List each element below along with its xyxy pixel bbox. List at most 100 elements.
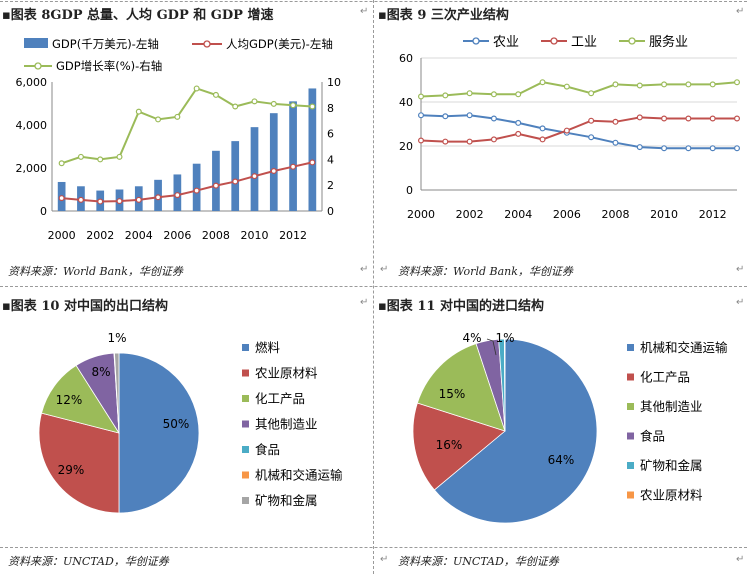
chart10-source: 资料来源：UNCTAD，华创证券	[8, 555, 169, 568]
import-legend-label: 农业原材料	[640, 488, 703, 503]
per-capita-point	[212, 182, 219, 189]
gdp-right-tick: 2	[327, 179, 334, 192]
growth-point	[309, 103, 316, 110]
gdp-x-tick: 2012	[279, 229, 307, 242]
industry-point	[442, 92, 449, 99]
import-data-label: 4%	[462, 331, 481, 345]
per-capita-point	[77, 196, 84, 203]
industry-point	[685, 115, 692, 122]
gdp-right-tick: 4	[327, 153, 334, 166]
industry-x-tick: 2002	[456, 208, 484, 221]
industry-point	[515, 91, 522, 98]
svg-text:↵: ↵	[360, 6, 368, 17]
gdp-left-tick: 2,000	[16, 162, 48, 175]
gdp-left-tick: 4,000	[16, 119, 48, 132]
industry-point	[685, 145, 692, 152]
per-capita-point	[290, 163, 297, 170]
industry-point	[442, 138, 449, 145]
industry-y-tick: 40	[399, 96, 413, 109]
gdp-x-tick: 2008	[202, 229, 230, 242]
industry-point	[685, 81, 692, 88]
growth-point	[155, 116, 162, 123]
industry-point	[734, 145, 741, 152]
svg-text:↵: ↵	[736, 6, 744, 17]
svg-text:↵: ↵	[736, 264, 744, 275]
gdp-per-capita-line	[61, 161, 313, 203]
gdp-x-tick: 2004	[125, 229, 153, 242]
industry-legend-marker	[628, 37, 636, 45]
industry-y-tick: 20	[399, 140, 413, 153]
legend-marker-per-capita	[203, 40, 211, 48]
industry-point	[466, 112, 473, 119]
chart11-source: 资料来源：UNCTAD，华创证券	[398, 555, 559, 568]
gdp-bar	[192, 163, 201, 211]
per-capita-point	[116, 198, 123, 205]
import-slice	[433, 338, 598, 524]
per-capita-point	[232, 178, 239, 185]
export-data-label: 12%	[56, 393, 83, 407]
gdp-x-tick: 2002	[86, 229, 114, 242]
export-legend-label: 其他制造业	[255, 417, 318, 432]
export-legend-swatch	[242, 420, 249, 428]
export-slice	[114, 352, 120, 434]
gdp-x-tick: 2010	[241, 229, 269, 242]
gdp-bar	[231, 141, 240, 211]
export-legend-swatch	[242, 344, 249, 351]
export-legend-label: 农业原材料	[255, 366, 318, 381]
import-legend-label: 机械和交通运输	[640, 340, 728, 355]
industry-point	[417, 137, 424, 144]
import-legend-swatch	[627, 373, 634, 381]
import-legend-swatch	[627, 491, 634, 499]
import-legend-swatch	[627, 462, 634, 469]
import-legend-swatch	[627, 344, 634, 351]
per-capita-point	[251, 173, 258, 180]
industry-point	[539, 136, 546, 143]
industry-y-tick: 60	[399, 52, 413, 65]
chart8-source: 资料来源：World Bank，华创证券	[8, 265, 183, 278]
vertical-divider	[373, 0, 374, 574]
per-capita-point	[193, 187, 200, 194]
export-data-label: 1%	[107, 331, 126, 345]
import-legend-swatch	[627, 432, 634, 440]
growth-point	[116, 153, 123, 160]
legend-marker-growth	[34, 62, 42, 70]
industry-point	[563, 83, 570, 90]
gdp-right-tick: 10	[327, 76, 341, 89]
chart9-source: 资料来源：World Bank，华创证券	[398, 265, 573, 278]
chart8-title: ▪图表 8GDP 总量、人均 GDP 和 GDP 增速	[2, 8, 274, 23]
industry-point	[709, 115, 716, 122]
export-legend-label: 食品	[255, 442, 280, 457]
industry-x-tick: 2010	[650, 208, 678, 221]
growth-point	[77, 153, 84, 160]
import-legend-label: 矿物和金属	[640, 458, 703, 473]
import-slice	[412, 402, 506, 491]
gdp-bar	[269, 113, 278, 211]
chart10-title: ▪图表 10 对中国的出口结构	[2, 299, 168, 314]
industry-legend-label: 农业	[493, 35, 519, 50]
industry-point	[636, 82, 643, 89]
gdp-growth-line	[61, 87, 313, 165]
gdp-bar	[250, 127, 259, 211]
import-legend-label: 食品	[640, 429, 665, 444]
industry-x-tick: 2000	[407, 208, 435, 221]
gdp-x-tick: 2006	[163, 229, 191, 242]
gdp-left-tick: 0	[40, 205, 47, 218]
export-legend-label: 化工产品	[255, 391, 305, 406]
industry-point	[661, 145, 668, 152]
growth-point	[232, 103, 239, 110]
industry-point	[466, 138, 473, 145]
industry-point	[709, 145, 716, 152]
industry-point	[563, 127, 570, 134]
import-data-label: 64%	[548, 453, 575, 467]
per-capita-point	[309, 159, 316, 166]
gdp-bar	[212, 150, 220, 211]
growth-point	[290, 102, 297, 109]
industry-point	[588, 134, 595, 141]
import-legend-label: 化工产品	[640, 370, 690, 385]
per-capita-point	[174, 192, 181, 199]
svg-text:↵: ↵	[380, 554, 388, 565]
industry-point	[466, 90, 473, 97]
export-legend-label: 燃料	[255, 340, 281, 355]
industry-y-tick: 0	[406, 184, 413, 197]
middle-divider	[0, 286, 747, 287]
